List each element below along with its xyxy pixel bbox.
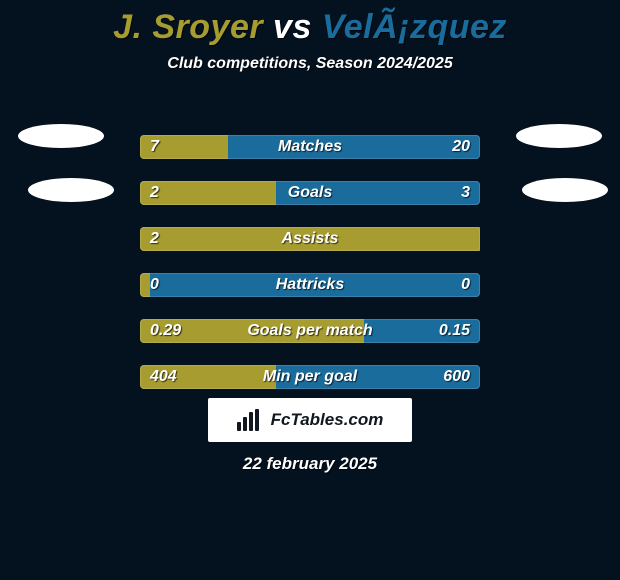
stat-bar-left	[140, 227, 480, 251]
title: J. Sroyer vs VelÃ¡zquez	[0, 0, 620, 47]
stat-row: 720Matches	[0, 124, 620, 170]
stat-bar-right	[276, 181, 480, 205]
vs-label: vs	[273, 8, 312, 46]
stat-rows: 720Matches23Goals2Assists00Hattricks0.29…	[0, 124, 620, 400]
brand-text: FcTables.com	[271, 410, 384, 430]
stat-row: 404600Min per goal	[0, 354, 620, 400]
stat-row: 00Hattricks	[0, 262, 620, 308]
brand-logo-icon	[237, 409, 265, 431]
player2-name: VelÃ¡zquez	[322, 8, 507, 46]
stat-value-left: 0	[140, 273, 169, 297]
stat-bar: 0.290.15Goals per match	[140, 319, 480, 343]
stat-value-left: 7	[140, 135, 169, 159]
stat-value-right: 0.15	[429, 319, 480, 343]
player1-name: J. Sroyer	[113, 8, 263, 46]
comparison-card: J. Sroyer vs VelÃ¡zquez Club competition…	[0, 0, 620, 580]
stat-value-right: 0	[451, 273, 480, 297]
stat-value-left: 2	[140, 181, 169, 205]
stat-value-right	[460, 227, 480, 251]
stat-value-right: 20	[442, 135, 480, 159]
stat-value-left: 404	[140, 365, 187, 389]
stat-value-right: 600	[433, 365, 480, 389]
date-label: 22 february 2025	[0, 454, 620, 474]
subtitle: Club competitions, Season 2024/2025	[0, 55, 620, 73]
stat-row: 0.290.15Goals per match	[0, 308, 620, 354]
stat-row: 2Assists	[0, 216, 620, 262]
stat-bar-right	[150, 273, 480, 297]
stat-value-right: 3	[451, 181, 480, 205]
stat-bar: 00Hattricks	[140, 273, 480, 297]
stat-bar: 720Matches	[140, 135, 480, 159]
stat-bar: 404600Min per goal	[140, 365, 480, 389]
brand-badge: FcTables.com	[208, 398, 412, 442]
stat-row: 23Goals	[0, 170, 620, 216]
stat-bar: 2Assists	[140, 227, 480, 251]
stat-value-left: 2	[140, 227, 169, 251]
stat-bar: 23Goals	[140, 181, 480, 205]
stat-value-left: 0.29	[140, 319, 191, 343]
